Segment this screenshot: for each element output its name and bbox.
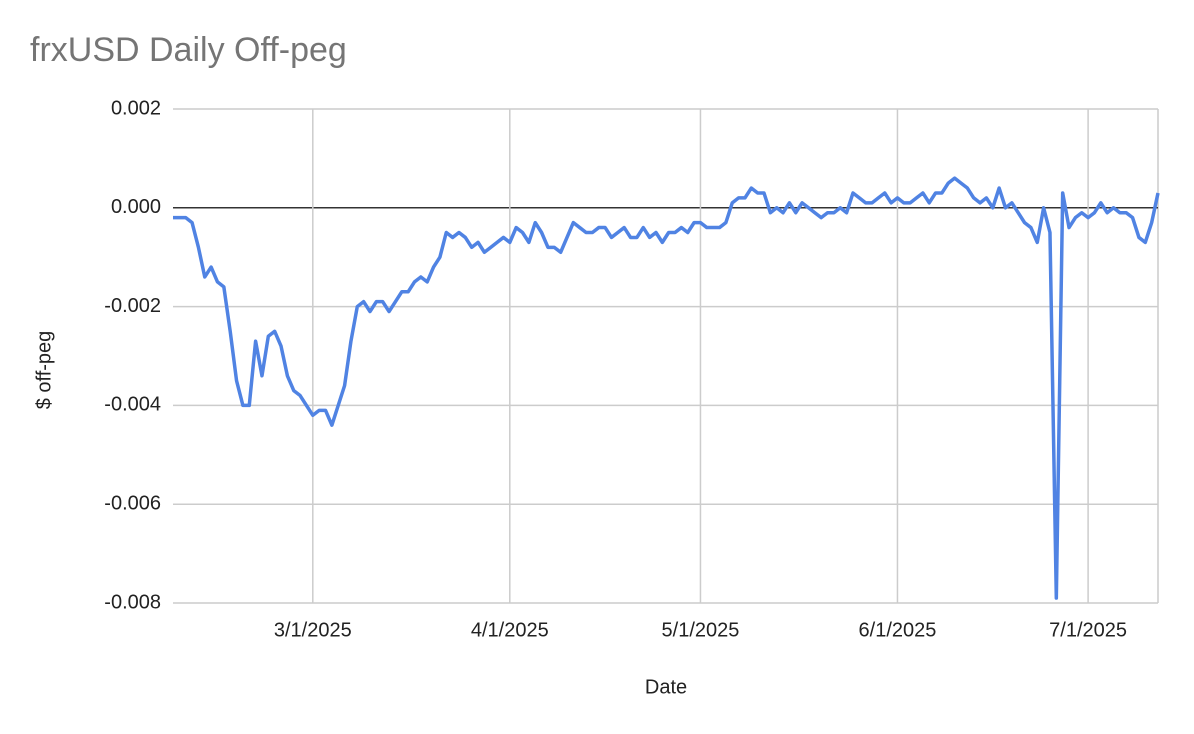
data-line xyxy=(173,176,1160,600)
y-tick-label: -0.008 xyxy=(104,591,161,613)
y-tick-label: 0.000 xyxy=(111,196,161,218)
y-tick-label: -0.004 xyxy=(104,394,161,416)
x-tick-label: 4/1/2025 xyxy=(471,619,549,641)
y-tick-label: -0.006 xyxy=(104,492,161,514)
x-tick-label: 5/1/2025 xyxy=(662,619,740,641)
chart-title: frxUSD Daily Off-peg xyxy=(30,31,347,69)
x-tick-label: 6/1/2025 xyxy=(859,619,937,641)
y-tick-label: -0.002 xyxy=(104,295,161,317)
x-tick-label: 7/1/2025 xyxy=(1049,619,1127,641)
x-tick-label: 3/1/2025 xyxy=(274,619,352,641)
x-axis-label: Date xyxy=(645,676,687,698)
y-axis-label: $ off-peg xyxy=(33,331,55,410)
y-tick-label: 0.002 xyxy=(111,97,161,119)
